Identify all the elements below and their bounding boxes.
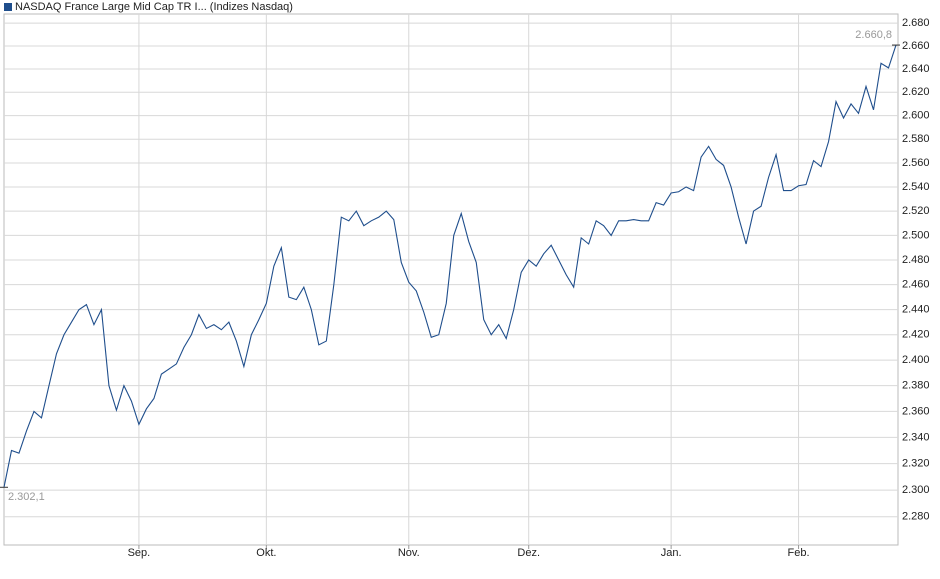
x-tick-label: Dez. [517,547,540,559]
y-tick-label: 2.280 [902,511,930,523]
y-tick-label: 2.480 [902,254,930,266]
y-tick-label: 2.660 [902,40,930,52]
y-tick-label: 2.680 [902,17,930,29]
y-tick-label: 2.640 [902,63,930,75]
y-tick-label: 2.300 [902,484,930,496]
x-tick-label: Feb. [788,547,810,559]
y-tick-label: 2.340 [902,431,930,443]
y-tick-label: 2.380 [902,380,930,392]
y-tick-label: 2.540 [902,181,930,193]
y-tick-label: 2.400 [902,354,930,366]
price-line [3,44,897,488]
y-tick-label: 2.560 [902,157,930,169]
y-tick-label: 2.620 [902,86,930,98]
y-tick-label: 2.500 [902,229,930,241]
value-label: 2.660,8 [855,29,892,41]
x-tick-label: Sep. [128,547,151,559]
y-tick-label: 2.460 [902,279,930,291]
y-tick-label: 2.360 [902,405,930,417]
x-tick-label: Okt. [256,547,276,559]
plot-frame [3,13,899,546]
value-label: 2.302,1 [8,491,45,503]
y-tick-label: 2.440 [902,304,930,316]
y-tick-label: 2.420 [902,329,930,341]
y-tick-label: 2.580 [902,133,930,145]
y-tick-label: 2.600 [902,110,930,122]
x-tick-label: Nov. [398,547,420,559]
y-tick-label: 2.320 [902,458,930,470]
x-tick-label: Jan. [661,547,682,559]
chart-title: NASDAQ France Large Mid Cap TR I... (Ind… [15,1,293,13]
y-tick-label: 2.520 [902,205,930,217]
legend-swatch [4,3,12,11]
